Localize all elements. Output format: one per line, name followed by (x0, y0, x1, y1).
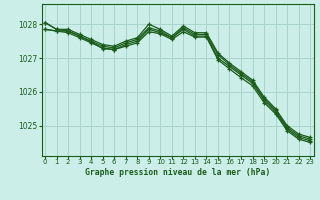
X-axis label: Graphe pression niveau de la mer (hPa): Graphe pression niveau de la mer (hPa) (85, 168, 270, 177)
